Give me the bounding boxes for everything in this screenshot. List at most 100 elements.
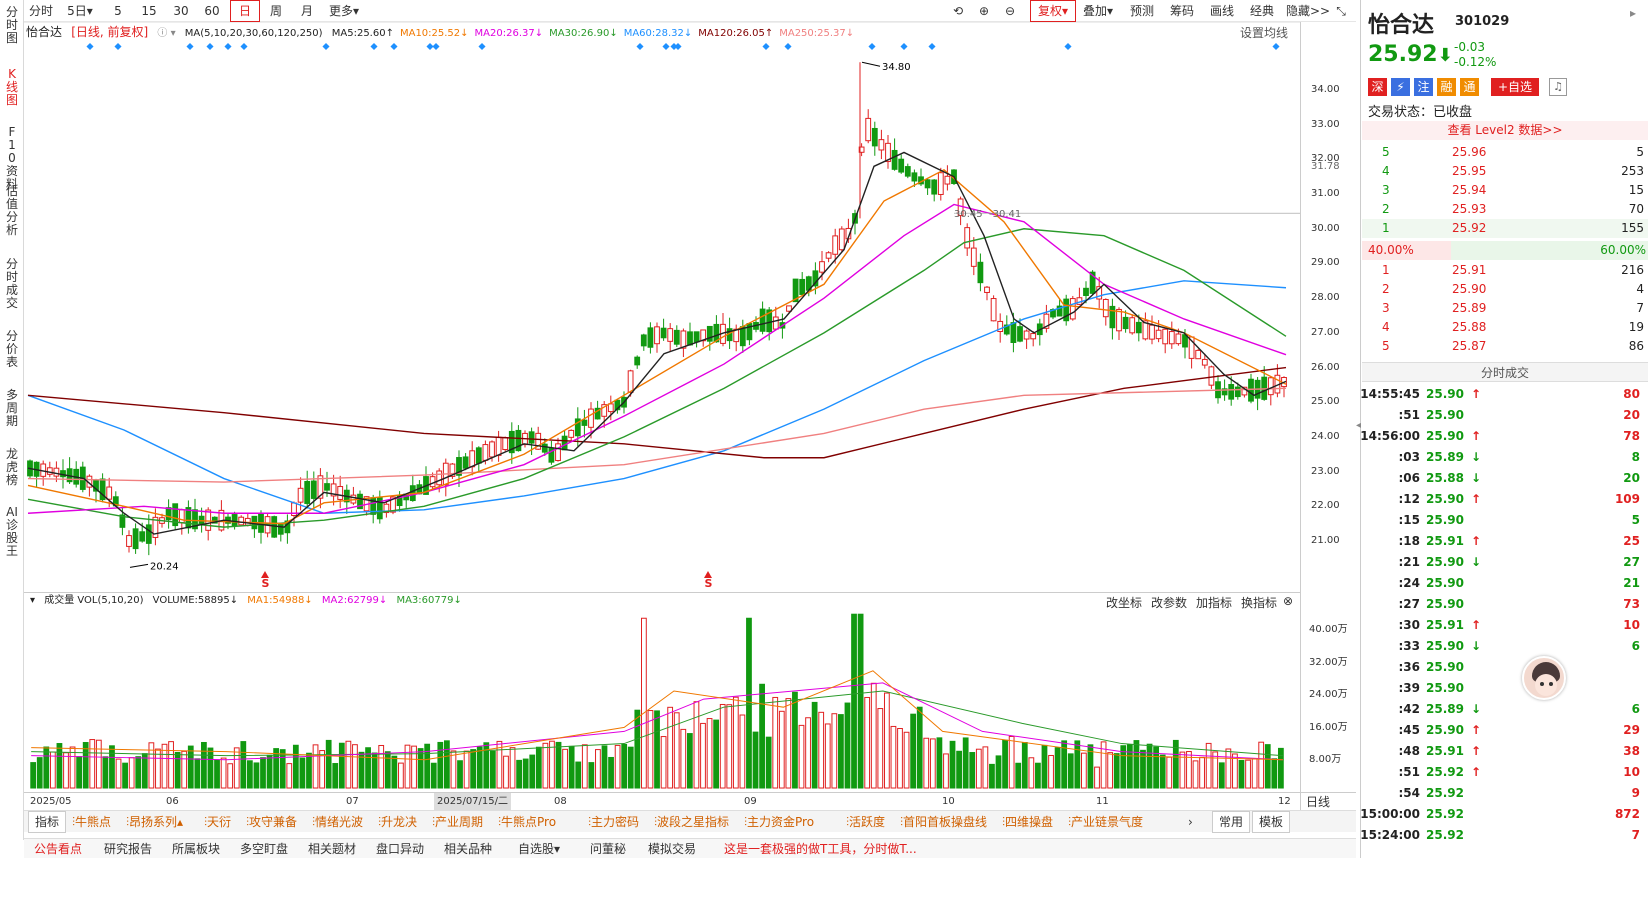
event-marker-icon[interactable] [426, 42, 434, 51]
indicator-tab[interactable]: ⫶首阳首板操盘线 [900, 815, 988, 829]
panel-collapse-icon[interactable]: ▸ [1630, 6, 1637, 20]
chevron-right-icon[interactable]: › [1188, 815, 1193, 829]
event-marker-icon[interactable] [370, 42, 378, 51]
stock-tag[interactable]: ⚡ [1391, 78, 1410, 96]
period-day[interactable]: 日 [230, 0, 260, 22]
period-5day[interactable]: 5日▾ [67, 4, 93, 18]
left-tab-kline[interactable]: K线图 [5, 67, 18, 107]
event-marker-icon[interactable] [928, 42, 936, 51]
draw-button[interactable]: 画线 [1209, 4, 1234, 18]
indicator-tab[interactable]: ⫶主力密码 [588, 815, 640, 829]
indicator-tab[interactable]: ⫶牛熊点Pro [498, 815, 557, 829]
indicator-right-button[interactable]: 模板 [1252, 811, 1291, 833]
event-marker-icon[interactable] [478, 42, 486, 51]
indicator-tab[interactable]: ⫶牛熊点 [72, 815, 112, 829]
close-panel-icon[interactable]: ⊗ [1283, 594, 1294, 608]
change-axis-button[interactable]: 改坐标 [1106, 596, 1143, 610]
fullscreen-icon[interactable]: ⤡ [1336, 4, 1346, 18]
kline-chart[interactable]: 30.45 -30.41 34.80 20.24 S S [24, 22, 1300, 592]
indicator-tab[interactable]: ⫶主力资金Pro [744, 815, 815, 829]
chart-mode-label[interactable]: [日线, 前复权] [71, 25, 149, 39]
overlay-dropdown[interactable]: 叠加▾ [1082, 4, 1114, 18]
left-tab-ticks[interactable]: 分时成交 [5, 257, 18, 310]
left-tab-price-table[interactable]: 分价表 [5, 329, 18, 369]
add-watchlist-button[interactable]: +自选 [1491, 78, 1539, 96]
level2-link[interactable]: 查看 Level2 数据>> [1362, 121, 1648, 140]
event-marker-icon[interactable] [432, 42, 440, 51]
event-marker-icon[interactable] [224, 42, 232, 51]
period-5min[interactable]: 5 [114, 4, 122, 18]
indicator-tab[interactable]: ⫶活跃度 [846, 815, 886, 829]
indicator-tab[interactable]: ⫶四维操盘 [1002, 815, 1054, 829]
bottom-tab[interactable]: 问董秘 [590, 842, 627, 856]
indicator-tab[interactable]: ⫶波段之星指标 [654, 815, 730, 829]
indicator-tab[interactable]: ⫶情绪光波 [312, 815, 364, 829]
event-marker-icon[interactable] [762, 42, 770, 51]
event-marker-icon[interactable] [240, 42, 248, 51]
period-week[interactable]: 周 [269, 4, 282, 18]
period-60min[interactable]: 60 [204, 4, 220, 18]
bottom-tab[interactable]: 自选股▾ [518, 842, 561, 856]
bell-icon[interactable]: ♫ [1549, 78, 1567, 96]
zoom-in-icon[interactable]: ⊕ [978, 4, 990, 18]
indicator-tab[interactable]: ⫶攻守兼备 [246, 815, 298, 829]
undo-icon[interactable]: ⟲ [952, 4, 964, 18]
forecast-button[interactable]: 预测 [1129, 4, 1154, 18]
period-15min[interactable]: 15 [141, 4, 157, 18]
bottom-tab[interactable]: 多空盯盘 [240, 842, 289, 856]
assistant-avatar[interactable] [1522, 656, 1566, 700]
event-marker-icon[interactable] [86, 42, 94, 51]
event-marker-icon[interactable] [636, 42, 644, 51]
change-param-button[interactable]: 改参数 [1151, 596, 1188, 610]
bottom-tab[interactable]: 模拟交易 [648, 842, 697, 856]
indicator-tab[interactable]: 指标 [28, 811, 67, 833]
indicator-right-button[interactable]: 常用 [1212, 811, 1251, 833]
left-tab-valuation[interactable]: 估值分析 [5, 184, 18, 237]
event-marker-icon[interactable] [784, 42, 792, 51]
event-marker-icon[interactable] [868, 42, 876, 51]
stock-tag[interactable]: 深 [1368, 78, 1387, 96]
indicator-tab[interactable]: ⫶升龙决 [378, 815, 418, 829]
event-marker-icon[interactable] [670, 42, 678, 51]
bottom-tab[interactable]: 盘口异动 [376, 842, 425, 856]
event-marker-icon[interactable] [390, 42, 398, 51]
period-month[interactable]: 月 [300, 4, 313, 18]
left-tab-f10[interactable]: F10资料 [5, 125, 18, 191]
add-indicator-button[interactable]: 加指标 [1196, 596, 1233, 610]
hide-button[interactable]: 隐藏>> [1286, 4, 1331, 18]
stock-tag[interactable]: 融 [1437, 78, 1456, 96]
left-tab-timeshare[interactable]: 分时图 [5, 5, 18, 45]
marquee-text[interactable]: 这是一套极强的做T工具，分时做T... [724, 842, 917, 856]
stock-tag[interactable]: 通 [1460, 78, 1479, 96]
event-marker-icon[interactable] [674, 42, 682, 51]
event-marker-icon[interactable] [114, 42, 122, 51]
left-tab-multi-period[interactable]: 多周期 [5, 388, 18, 428]
zoom-out-icon[interactable]: ⊖ [1004, 4, 1016, 18]
event-marker-icon[interactable] [1272, 42, 1280, 51]
volume-chart[interactable] [24, 592, 1300, 792]
ma-settings-button[interactable]: 设置均线 [1240, 26, 1289, 40]
left-tab-dragon-tiger[interactable]: 龙虎榜 [5, 447, 18, 487]
bottom-tab[interactable]: 相关品种 [444, 842, 493, 856]
bottom-tab[interactable]: 所属板块 [172, 842, 221, 856]
event-marker-icon[interactable] [186, 42, 194, 51]
help-icon[interactable]: ⓘ ▾ [157, 28, 176, 39]
left-tab-ai[interactable]: AI诊股王 [5, 505, 18, 558]
event-marker-icon[interactable] [1064, 42, 1072, 51]
period-timeshare[interactable]: 分时 [28, 4, 53, 18]
event-marker-icon[interactable] [206, 42, 214, 51]
swap-indicator-button[interactable]: 换指标 [1241, 596, 1278, 610]
period-more[interactable]: 更多▾ [328, 4, 360, 18]
ma-params[interactable]: MA(5,10,20,30,60,120,250) [184, 28, 323, 39]
period-30min[interactable]: 30 [173, 4, 189, 18]
bottom-tab[interactable]: 相关题材 [308, 842, 357, 856]
indicator-tab[interactable]: ⫶昂扬系列▴ [126, 815, 184, 829]
event-marker-icon[interactable] [900, 42, 908, 51]
indicator-tab[interactable]: ⫶产业链景气度 [1068, 815, 1144, 829]
bottom-tab[interactable]: 公告看点 [34, 842, 83, 856]
classic-button[interactable]: 经典 [1249, 4, 1274, 18]
splitter-handle-icon[interactable]: ◂ [1356, 420, 1362, 431]
indicator-tab[interactable]: ⫶天衍 [204, 815, 232, 829]
stock-tag[interactable]: 注 [1414, 78, 1433, 96]
chips-button[interactable]: 筹码 [1169, 4, 1194, 18]
